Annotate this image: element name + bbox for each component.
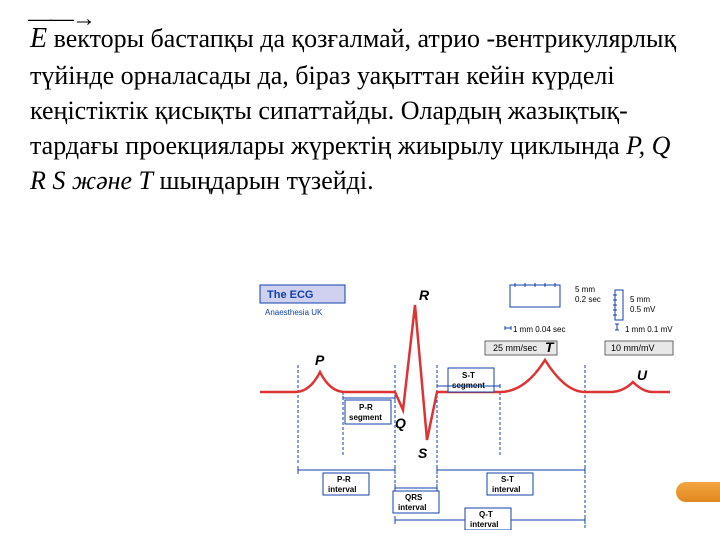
scale-05mv: 0.5 mV: [630, 305, 656, 314]
label-Q: Q: [395, 415, 406, 431]
accent-bar: [676, 482, 720, 502]
scale-02sec: 0.2 sec: [575, 295, 601, 304]
qrs-interval-1: QRS: [405, 493, 423, 502]
main-paragraph: E векторы бастапқы да қозғалмай, атрио -…: [30, 20, 690, 198]
pr-interval-2: interval: [328, 485, 356, 494]
pr-segment-label-2: segment: [349, 413, 382, 422]
scale-1mm-004: 1 mm 0.04 sec: [513, 325, 565, 334]
scale-box-1: [510, 285, 560, 307]
qt-interval-2: interval: [470, 520, 498, 529]
scale-5mm: 5 mm: [575, 285, 595, 294]
st-segment-label-1: S-T: [462, 371, 475, 380]
pr-segment-label-1: P-R: [359, 403, 373, 412]
ecg-title-text: The ECG: [267, 289, 313, 301]
label-P: P: [315, 352, 325, 368]
scale-25mmsec: 25 mm/sec: [493, 343, 538, 353]
st-interval-1: S-T: [501, 475, 514, 484]
st-interval-2: interval: [492, 485, 520, 494]
label-S: S: [418, 445, 428, 461]
pr-interval-1: P-R: [337, 475, 351, 484]
scale-10mmmv: 10 mm/mV: [611, 343, 655, 353]
body-text-2: шыңдарын түзейді.: [153, 166, 374, 195]
qrs-interval-2: interval: [398, 503, 426, 512]
ecg-subtitle: Anaesthesia UK: [265, 308, 323, 317]
label-T: T: [545, 339, 555, 355]
scale-1mm-01mv: 1 mm 0.1 mV: [625, 325, 673, 334]
body-text-1: векторы бастапқы да қозғалмай, атрио -ве…: [30, 24, 676, 160]
qt-interval-1: Q-T: [479, 510, 493, 519]
ecg-diagram: The ECG Anaesthesia UK 5 mm 0.2 sec 5 mm…: [255, 280, 675, 530]
vector-arrow-symbol: ——→: [28, 6, 94, 33]
label-R: R: [419, 287, 430, 303]
scale-5mm-v: 5 mm: [630, 295, 650, 304]
label-U: U: [637, 367, 648, 383]
